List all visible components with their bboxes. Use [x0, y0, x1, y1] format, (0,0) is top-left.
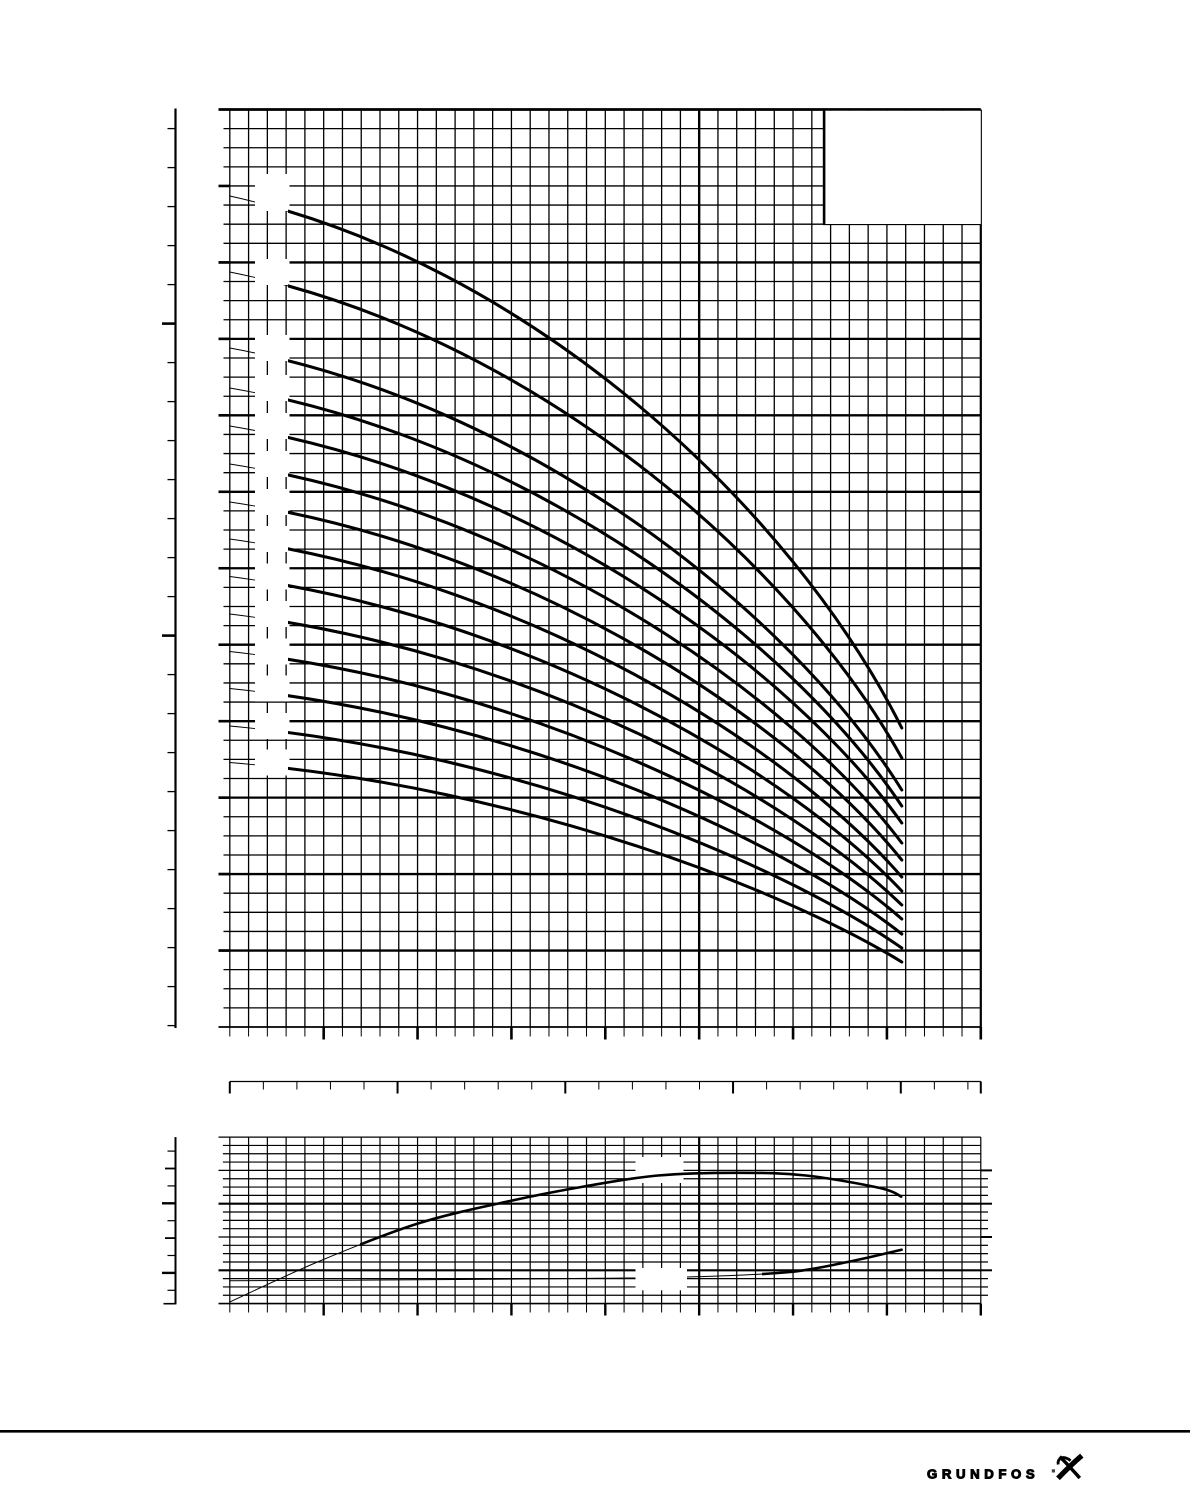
svg-text:GRUNDFOS: GRUNDFOS — [927, 1467, 1039, 1481]
